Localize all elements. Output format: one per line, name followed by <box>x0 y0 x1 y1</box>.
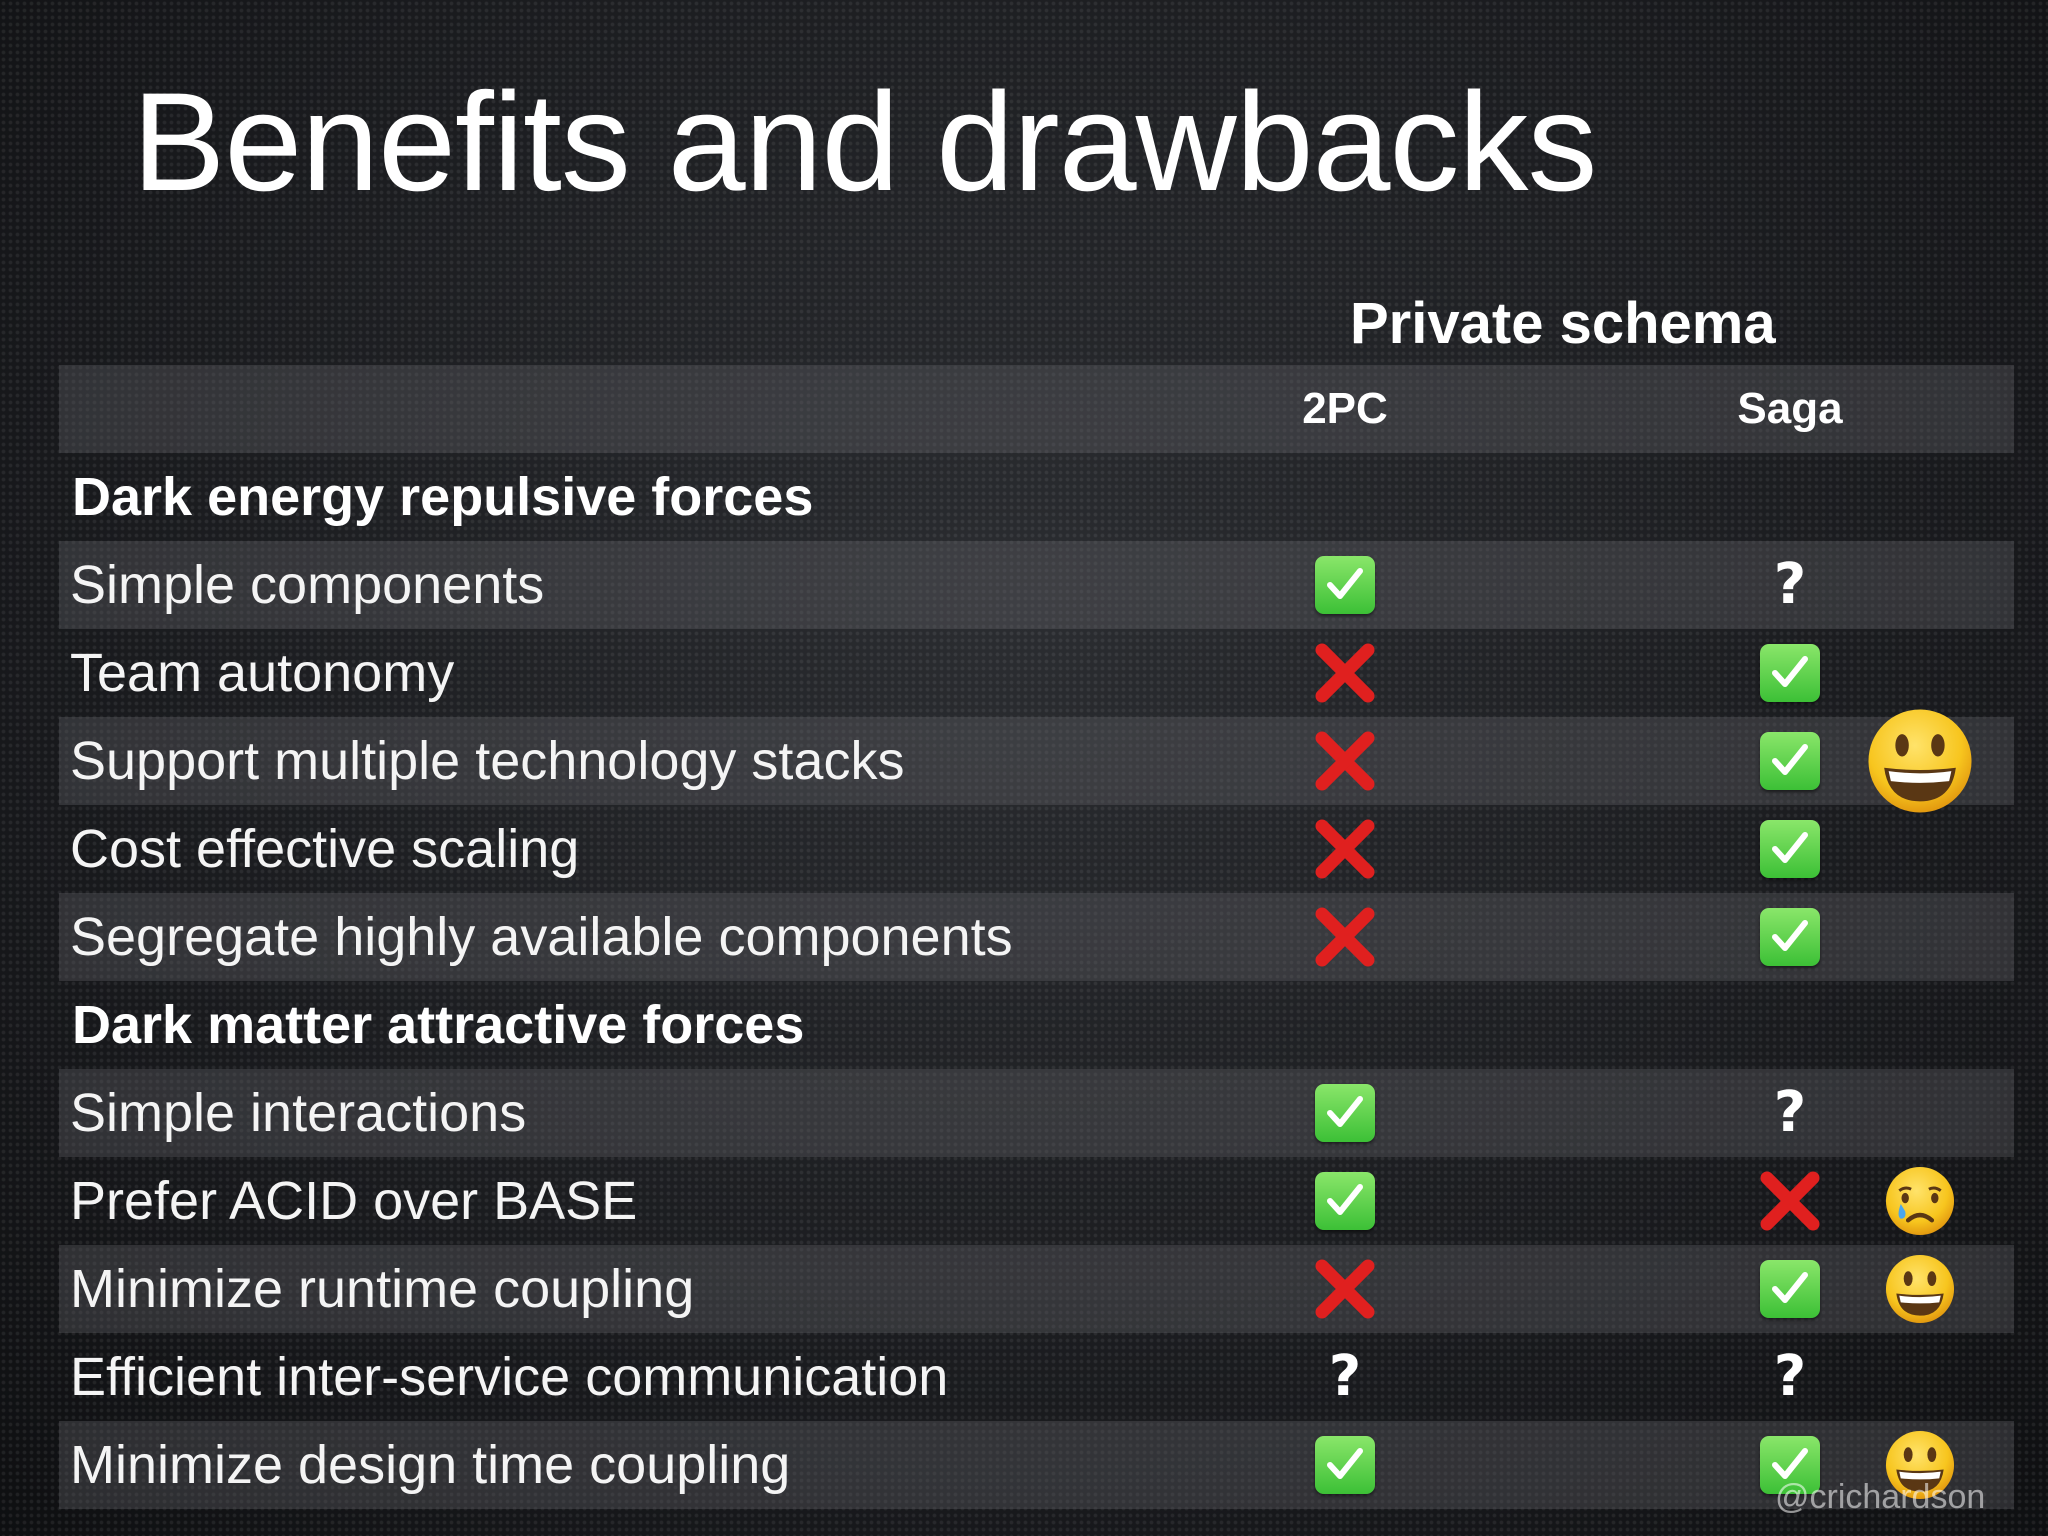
cross-mark-icon <box>1315 907 1375 967</box>
cell-2pc: ? <box>1313 1345 1377 1409</box>
row-label: Simple components <box>70 555 545 615</box>
cell-2pc <box>1313 1081 1377 1145</box>
cell-saga <box>1758 817 1822 881</box>
cell-2pc <box>1313 553 1377 617</box>
slide-title: Benefits and drawbacks <box>132 63 1597 220</box>
section-title: Dark energy repulsive forces <box>72 467 814 527</box>
group-header-private-schema: Private schema <box>1350 291 1776 356</box>
check-mark-icon <box>1315 556 1375 614</box>
check-mark-icon <box>1760 908 1820 966</box>
check-mark-icon <box>1760 1436 1820 1494</box>
row-label: Prefer ACID over BASE <box>70 1171 638 1231</box>
row-label: Minimize design time coupling <box>70 1435 791 1495</box>
cell-saga <box>1758 729 1822 793</box>
row-label: Cost effective scaling <box>70 819 580 879</box>
row-label: Support multiple technology stacks <box>70 731 905 791</box>
cell-saga <box>1758 641 1822 705</box>
grinning-face-icon <box>1885 1430 1955 1500</box>
cell-2pc <box>1313 905 1377 969</box>
question-mark: ? <box>1773 552 1807 617</box>
cell-saga: ? <box>1758 1081 1822 1145</box>
column-header-2pc: 2PC <box>1302 384 1388 433</box>
row-label: Efficient inter-service communication <box>70 1347 949 1407</box>
cell-2pc <box>1313 817 1377 881</box>
cell-2pc <box>1313 1257 1377 1321</box>
cross-mark-icon <box>1315 731 1375 791</box>
check-mark-icon <box>1315 1084 1375 1142</box>
cell-saga <box>1758 1169 1822 1233</box>
row-label: Minimize runtime coupling <box>70 1259 695 1319</box>
watermark: @crichardson <box>1775 1478 1986 1516</box>
row-band <box>59 541 2014 629</box>
column-header-saga: Saga <box>1737 384 1843 433</box>
row-band <box>59 1421 2014 1509</box>
cell-saga <box>1758 1257 1822 1321</box>
cross-mark-icon <box>1315 1259 1375 1319</box>
cross-mark-icon <box>1315 819 1375 879</box>
row-label: Segregate highly available components <box>70 907 1013 967</box>
cross-mark-icon <box>1315 643 1375 703</box>
cell-saga <box>1758 905 1822 969</box>
cell-saga: ? <box>1758 1345 1822 1409</box>
check-mark-icon <box>1760 1260 1820 1318</box>
question-mark: ? <box>1773 1344 1807 1409</box>
grinning-face-icon <box>1868 709 1972 813</box>
cell-2pc <box>1313 1169 1377 1233</box>
row-band <box>59 1069 2014 1157</box>
row-label: Team autonomy <box>70 643 455 703</box>
cell-2pc <box>1313 729 1377 793</box>
cell-saga: ? <box>1758 553 1822 617</box>
grinning-face-icon <box>1885 1254 1955 1324</box>
row-label: Simple interactions <box>70 1083 527 1143</box>
check-mark-icon <box>1760 732 1820 790</box>
row-band <box>59 893 2014 981</box>
check-mark-icon <box>1760 820 1820 878</box>
crying-face-icon <box>1885 1166 1955 1236</box>
cross-mark-icon <box>1760 1171 1820 1231</box>
row-band <box>59 717 2014 805</box>
header-band <box>59 365 2014 453</box>
cell-2pc <box>1313 641 1377 705</box>
check-mark-icon <box>1760 644 1820 702</box>
row-band <box>59 1245 2014 1333</box>
cell-2pc <box>1313 1433 1377 1497</box>
check-mark-icon <box>1315 1172 1375 1230</box>
section-title: Dark matter attractive forces <box>72 995 805 1055</box>
cell-saga <box>1758 1433 1822 1497</box>
check-mark-icon <box>1315 1436 1375 1494</box>
question-mark: ? <box>1328 1344 1362 1409</box>
question-mark: ? <box>1773 1080 1807 1145</box>
